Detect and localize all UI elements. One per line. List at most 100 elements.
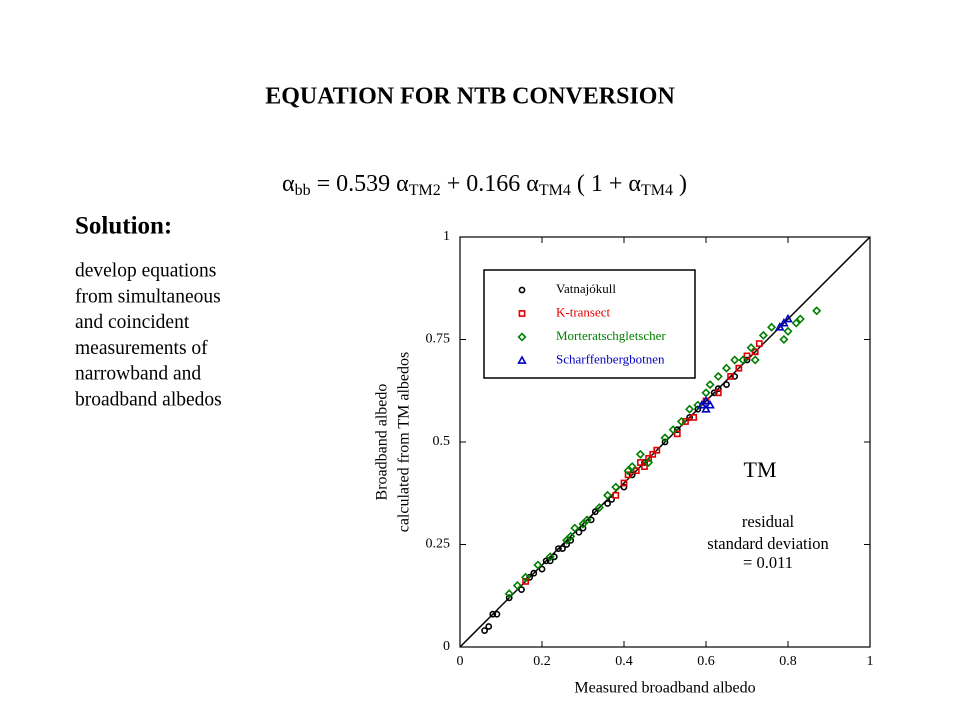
point: [750, 355, 760, 365]
point: [743, 356, 751, 364]
equation-text: α: [282, 171, 295, 197]
equation: αbb = 0.539 αTM2 + 0.166 αTM4 ( 1 + αTM4…: [282, 171, 687, 199]
point: [682, 418, 689, 425]
legend-marker: [517, 355, 527, 364]
point: [587, 516, 595, 524]
point: [628, 471, 636, 479]
point: [686, 413, 693, 421]
point: [578, 519, 588, 529]
point: [612, 491, 620, 499]
point: [779, 334, 789, 345]
point: [641, 459, 648, 466]
point: [673, 426, 681, 434]
annotation: residual: [742, 512, 795, 531]
equation-text: + 0.166: [441, 171, 527, 197]
point: [567, 537, 575, 544]
point: [779, 317, 789, 327]
point: [701, 404, 711, 413]
point: [546, 557, 554, 565]
point: [673, 430, 681, 438]
point: [668, 425, 678, 435]
annotation: = 0.011: [743, 553, 793, 572]
point: [518, 586, 525, 593]
point: [603, 490, 613, 500]
legend-box: [483, 269, 696, 379]
legend-label: Scharffenbergbotnen: [556, 351, 665, 366]
point: [545, 552, 555, 562]
equation-text: ( 1 +: [571, 171, 629, 197]
solution-line: narrowband and: [75, 364, 201, 385]
y-tick-label: 0.5: [433, 434, 451, 449]
point: [489, 610, 497, 618]
point: [504, 589, 514, 599]
point: [608, 495, 616, 503]
point: [559, 545, 566, 552]
point: [620, 479, 628, 487]
solution-line: measurements of: [75, 338, 208, 359]
solution-line: from simultaneous: [75, 286, 221, 307]
point: [533, 560, 543, 570]
y-tick-label: 0.75: [426, 332, 451, 347]
point: [755, 340, 763, 347]
point: [635, 449, 645, 459]
point: [690, 413, 698, 421]
point: [730, 355, 740, 365]
legend-label: Morteratschgletscher: [556, 328, 666, 343]
point: [562, 535, 572, 545]
point: [727, 372, 734, 380]
point: [746, 343, 756, 353]
equation-subscript: TM4: [539, 182, 571, 199]
point: [632, 467, 640, 475]
point: [636, 459, 644, 466]
point: [493, 610, 501, 618]
y-tick-label: 0: [443, 639, 450, 654]
point: [522, 577, 529, 585]
equation-text: α: [526, 171, 539, 197]
annotation: TM: [744, 457, 777, 482]
point: [731, 372, 739, 380]
point: [481, 627, 488, 634]
equation-text: = 0.539: [311, 171, 397, 197]
point: [795, 314, 805, 324]
point: [542, 557, 550, 565]
point: [645, 454, 652, 462]
legend-marker: [518, 286, 526, 294]
point: [624, 471, 632, 479]
point: [550, 553, 558, 561]
point: [783, 313, 793, 323]
point: [505, 594, 513, 602]
legend-marker: [518, 310, 526, 317]
point: [775, 322, 785, 331]
point: [570, 523, 580, 533]
solution-line: broadband albedos: [75, 389, 222, 410]
point: [751, 348, 759, 356]
point: [594, 503, 604, 513]
point: [701, 395, 711, 405]
solution-line: and coincident: [75, 312, 190, 333]
point: [530, 569, 538, 577]
point: [575, 528, 583, 536]
point: [738, 355, 748, 365]
point: [713, 371, 723, 381]
point: [591, 508, 599, 516]
point: [604, 500, 611, 507]
point: [526, 573, 534, 581]
y-axis-label: Broadband albedo: [374, 384, 391, 501]
point: [735, 364, 743, 372]
point: [676, 416, 686, 427]
x-tick-label: 0.8: [779, 654, 797, 669]
point: [653, 446, 661, 454]
equation-subscript: TM4: [641, 182, 673, 199]
point: [661, 438, 669, 446]
point: [721, 363, 732, 373]
solution-heading: Solution:: [75, 213, 172, 240]
point: [563, 541, 570, 548]
point: [791, 318, 801, 328]
legend-label: Vatnajókull: [556, 281, 616, 296]
y-axis-label: calculated from TM albedos: [396, 352, 413, 533]
point: [767, 322, 777, 332]
point: [644, 457, 654, 468]
point: [694, 405, 702, 413]
x-tick-label: 0.6: [697, 654, 715, 669]
